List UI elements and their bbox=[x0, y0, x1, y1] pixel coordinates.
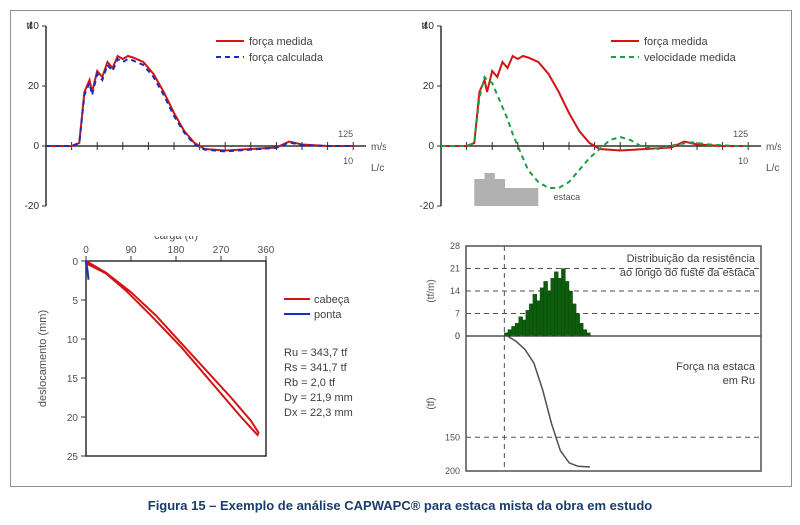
svg-text:L/c: L/c bbox=[371, 163, 384, 174]
svg-text:Dy = 21,9 mm: Dy = 21,9 mm bbox=[284, 392, 353, 404]
panel-bottom-left: 0 90 180 270 360 carga (tf) 0 5 10 15 20 25 deslocam… bbox=[16, 236, 386, 486]
svg-text:(tf/m): (tf/m) bbox=[426, 279, 437, 302]
svg-text:Rb = 2,0 tf: Rb = 2,0 tf bbox=[284, 377, 336, 389]
svg-text:0: 0 bbox=[72, 257, 78, 268]
svg-text:(tf): (tf) bbox=[426, 397, 437, 409]
svg-text:força medida: força medida bbox=[644, 36, 708, 48]
svg-text:90: 90 bbox=[125, 245, 137, 256]
svg-text:20: 20 bbox=[28, 81, 40, 92]
svg-text:20: 20 bbox=[423, 81, 435, 92]
svg-text:L/c: L/c bbox=[766, 163, 779, 174]
svg-text:estaca: estaca bbox=[554, 192, 581, 202]
svg-text:10: 10 bbox=[738, 156, 748, 166]
svg-text:21: 21 bbox=[450, 264, 460, 274]
svg-text:14: 14 bbox=[450, 286, 460, 296]
svg-text:Dx = 22,3 mm: Dx = 22,3 mm bbox=[284, 407, 353, 419]
svg-text:em Ru: em Ru bbox=[723, 375, 755, 387]
svg-text:20: 20 bbox=[67, 413, 79, 424]
svg-text:Ru = 343,7 tf: Ru = 343,7 tf bbox=[284, 347, 348, 359]
svg-text:tf: tf bbox=[421, 21, 427, 32]
svg-text:0: 0 bbox=[455, 331, 460, 341]
figure-caption: Figura 15 – Exemplo de análise CAPWAPC® … bbox=[0, 498, 800, 513]
svg-text:150: 150 bbox=[445, 432, 460, 442]
svg-text:força medida: força medida bbox=[249, 36, 313, 48]
svg-text:0: 0 bbox=[33, 141, 39, 152]
panel-bottom-right: 0 7 14 21 28 (tf/m) Distribuição da resistênci… bbox=[411, 236, 781, 486]
svg-text:carga (tf): carga (tf) bbox=[154, 236, 198, 242]
svg-text:força calculada: força calculada bbox=[249, 52, 324, 64]
svg-text:0: 0 bbox=[83, 245, 89, 256]
svg-text:360: 360 bbox=[258, 245, 275, 256]
svg-text:m/s: m/s bbox=[766, 142, 781, 153]
svg-text:tf: tf bbox=[26, 21, 32, 32]
svg-text:180: 180 bbox=[168, 245, 185, 256]
svg-text:200: 200 bbox=[445, 466, 460, 476]
svg-text:125: 125 bbox=[338, 129, 353, 139]
svg-text:-20: -20 bbox=[25, 201, 40, 212]
svg-text:-20: -20 bbox=[420, 201, 435, 212]
svg-text:270: 270 bbox=[213, 245, 230, 256]
svg-text:5: 5 bbox=[72, 296, 78, 307]
svg-text:Força na estaca: Força na estaca bbox=[676, 361, 756, 373]
svg-text:Rs = 341,7 tf: Rs = 341,7 tf bbox=[284, 362, 348, 374]
svg-text:25: 25 bbox=[67, 452, 79, 463]
figure-frame: -2002040tfforça medidaforça calculada125… bbox=[10, 10, 792, 487]
panel-top-left: -2002040tfforça medidaforça calculada125… bbox=[16, 16, 386, 231]
svg-text:10: 10 bbox=[343, 156, 353, 166]
svg-text:15: 15 bbox=[67, 374, 79, 385]
svg-text:velocidade medida: velocidade medida bbox=[644, 52, 737, 64]
svg-text:Distribuição da resistência: Distribuição da resistência bbox=[627, 253, 756, 265]
svg-text:10: 10 bbox=[67, 335, 79, 346]
svg-text:cabeça: cabeça bbox=[314, 294, 350, 306]
svg-text:m/s: m/s bbox=[371, 142, 386, 153]
svg-text:7: 7 bbox=[455, 309, 460, 319]
svg-text:28: 28 bbox=[450, 241, 460, 251]
svg-text:0: 0 bbox=[428, 141, 434, 152]
panel-top-right: -2002040tfestacaforça medidavelocidade m… bbox=[411, 16, 781, 231]
svg-text:ponta: ponta bbox=[314, 309, 342, 321]
svg-text:ao longo do fuste da estaca: ao longo do fuste da estaca bbox=[620, 267, 756, 279]
svg-text:125: 125 bbox=[733, 129, 748, 139]
svg-text:deslocamento (mm): deslocamento (mm) bbox=[37, 310, 49, 407]
